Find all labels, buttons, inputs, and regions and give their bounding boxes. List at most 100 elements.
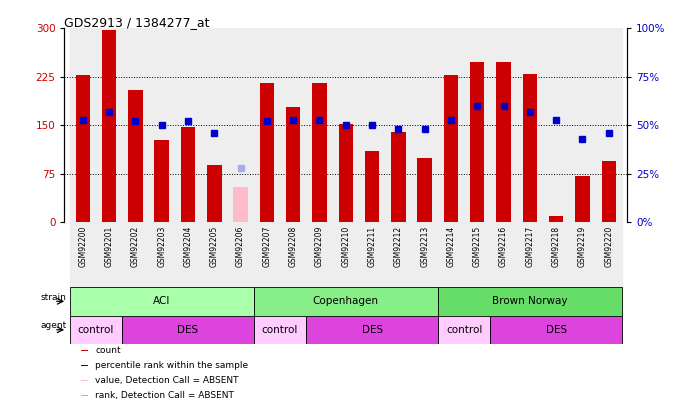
Bar <box>148 28 175 222</box>
Bar <box>496 62 511 222</box>
Bar <box>338 124 353 222</box>
Bar <box>233 187 248 222</box>
Text: control: control <box>446 325 482 335</box>
Bar <box>128 90 142 222</box>
Bar <box>254 28 280 222</box>
Bar <box>70 222 96 287</box>
Bar <box>365 151 379 222</box>
Bar <box>155 140 169 222</box>
Text: GSM92204: GSM92204 <box>184 226 193 267</box>
Text: GSM92217: GSM92217 <box>525 226 534 267</box>
Text: ACI: ACI <box>153 296 170 306</box>
Text: GSM92205: GSM92205 <box>210 226 219 267</box>
Bar <box>207 166 222 222</box>
Text: GSM92208: GSM92208 <box>289 226 298 267</box>
Bar <box>254 222 280 287</box>
Bar <box>385 28 412 222</box>
Text: GSM92215: GSM92215 <box>473 226 482 267</box>
Text: GSM92209: GSM92209 <box>315 226 324 267</box>
Text: GSM92212: GSM92212 <box>394 226 403 267</box>
Bar <box>359 222 385 287</box>
Bar <box>470 62 485 222</box>
Text: Copenhagen: Copenhagen <box>313 296 379 306</box>
Bar <box>438 287 622 315</box>
Bar <box>391 132 405 222</box>
Bar <box>122 28 148 222</box>
Bar <box>286 107 300 222</box>
Bar <box>464 28 490 222</box>
Bar <box>96 28 122 222</box>
Bar <box>306 315 438 344</box>
Bar <box>490 28 517 222</box>
Text: DES: DES <box>178 325 199 335</box>
Bar <box>517 28 543 222</box>
Text: GSM92202: GSM92202 <box>131 226 140 267</box>
Bar <box>595 28 622 222</box>
Bar <box>260 83 274 222</box>
Bar <box>306 222 333 287</box>
Bar <box>570 222 595 287</box>
Bar <box>122 222 148 287</box>
Text: control: control <box>262 325 298 335</box>
Text: strain: strain <box>41 293 66 302</box>
Bar <box>227 222 254 287</box>
Text: DES: DES <box>546 325 567 335</box>
Bar <box>313 83 327 222</box>
Bar <box>438 28 464 222</box>
Bar <box>523 74 537 222</box>
Bar <box>595 222 622 287</box>
Text: Brown Norway: Brown Norway <box>492 296 567 306</box>
Text: GSM92219: GSM92219 <box>578 226 587 267</box>
Bar <box>81 350 88 352</box>
Bar <box>280 222 306 287</box>
Bar <box>280 28 306 222</box>
Bar <box>201 222 227 287</box>
Bar <box>543 222 570 287</box>
Bar <box>464 222 490 287</box>
Text: DES: DES <box>361 325 382 335</box>
Text: control: control <box>78 325 114 335</box>
Text: GSM92207: GSM92207 <box>262 226 271 267</box>
Bar <box>81 395 88 396</box>
Bar <box>254 315 306 344</box>
Bar <box>490 222 517 287</box>
Bar <box>70 28 96 222</box>
Text: GSM92214: GSM92214 <box>447 226 456 267</box>
Bar <box>148 222 175 287</box>
Bar <box>102 30 117 222</box>
Text: GSM92200: GSM92200 <box>79 226 87 267</box>
Bar <box>549 216 563 222</box>
Bar <box>175 28 201 222</box>
Bar <box>81 380 88 381</box>
Bar <box>254 287 438 315</box>
Bar <box>575 176 590 222</box>
Bar <box>418 158 432 222</box>
Bar <box>70 315 122 344</box>
Bar <box>412 222 438 287</box>
Bar <box>227 28 254 222</box>
Bar <box>570 28 595 222</box>
Text: GSM92201: GSM92201 <box>104 226 114 267</box>
Text: value, Detection Call = ABSENT: value, Detection Call = ABSENT <box>95 376 239 385</box>
Text: GSM92220: GSM92220 <box>604 226 613 267</box>
Bar <box>438 222 464 287</box>
Bar <box>359 28 385 222</box>
Bar <box>490 315 622 344</box>
Bar <box>601 161 616 222</box>
Bar <box>81 365 88 366</box>
Bar <box>201 28 227 222</box>
Text: GSM92213: GSM92213 <box>420 226 429 267</box>
Bar <box>333 222 359 287</box>
Text: rank, Detection Call = ABSENT: rank, Detection Call = ABSENT <box>95 391 234 400</box>
Text: GDS2913 / 1384277_at: GDS2913 / 1384277_at <box>64 16 210 29</box>
Bar <box>443 75 458 222</box>
Bar <box>517 222 543 287</box>
Bar <box>122 315 254 344</box>
Bar <box>306 28 333 222</box>
Bar <box>543 28 570 222</box>
Text: count: count <box>95 346 121 355</box>
Bar <box>70 287 254 315</box>
Bar <box>438 315 490 344</box>
Text: GSM92218: GSM92218 <box>552 226 561 267</box>
Text: GSM92210: GSM92210 <box>341 226 351 267</box>
